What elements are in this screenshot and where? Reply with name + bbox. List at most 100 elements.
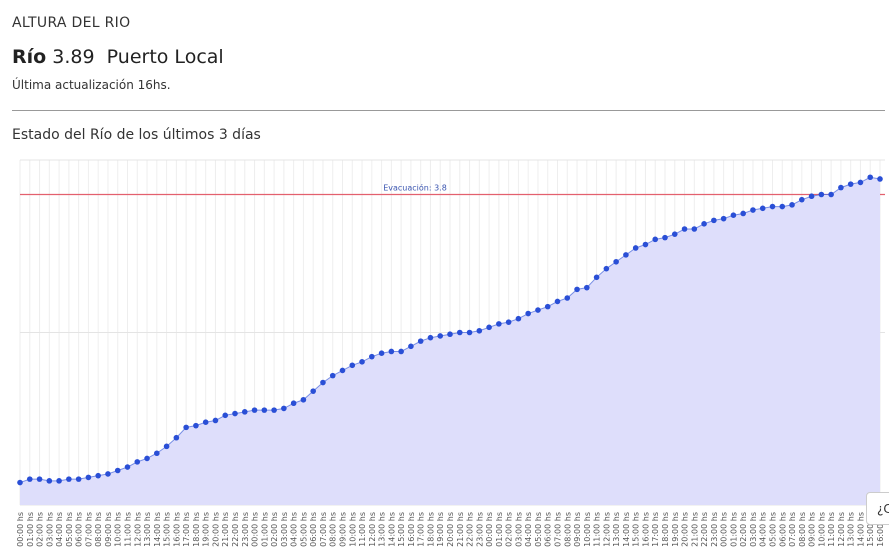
point xyxy=(466,329,473,336)
point xyxy=(105,471,111,477)
x-tick-label: 22:00 hs xyxy=(231,512,240,547)
x-tick-label: 13:00 hs xyxy=(847,512,856,547)
x-tick-label: 08:00 hs xyxy=(329,512,338,547)
point xyxy=(720,215,727,222)
point xyxy=(681,226,688,232)
point xyxy=(75,476,82,482)
point xyxy=(476,327,483,334)
x-tick-label: 15:00 hs xyxy=(163,512,172,547)
point xyxy=(652,236,659,243)
point xyxy=(427,334,434,341)
x-tick-label: 09:00 hs xyxy=(808,512,817,547)
help-button[interactable]: ¿C xyxy=(866,492,889,525)
x-tick-label: 04:00 hs xyxy=(759,512,768,547)
x-tick-label: 14:00 hs xyxy=(387,512,396,547)
x-tick-label: 18:00 hs xyxy=(426,512,435,547)
x-tick-label: 10:00 hs xyxy=(348,512,357,547)
point xyxy=(417,338,424,344)
x-tick-label: 19:00 hs xyxy=(436,512,445,547)
point xyxy=(828,191,834,198)
point xyxy=(124,464,131,470)
point xyxy=(202,419,209,426)
x-tick-label: 07:00 hs xyxy=(554,512,563,547)
point xyxy=(867,174,874,181)
x-tick-label: 21:00 hs xyxy=(690,512,699,547)
x-tick-label: 17:00 hs xyxy=(182,512,191,547)
x-tick-label: 06:00 hs xyxy=(778,512,787,547)
x-tick-label: 20:00 hs xyxy=(211,512,220,547)
point xyxy=(320,379,326,386)
point xyxy=(515,315,522,322)
point xyxy=(359,359,365,365)
x-tick-label: 19:00 hs xyxy=(671,512,680,547)
point xyxy=(877,176,883,182)
point xyxy=(329,372,336,379)
threshold-label: Evacuación: 3.8 xyxy=(383,183,447,193)
x-tick-label: 02:00 hs xyxy=(36,512,45,547)
x-tick-label: 23:00 hs xyxy=(710,512,719,547)
point xyxy=(642,241,649,248)
point xyxy=(290,400,297,407)
point xyxy=(437,333,444,339)
x-tick-label: 16:00 hs xyxy=(407,512,416,547)
x-tick-label: 21:00 hs xyxy=(456,512,465,547)
point xyxy=(271,407,277,413)
point xyxy=(300,396,307,403)
separator xyxy=(12,110,885,111)
point xyxy=(232,410,238,417)
point xyxy=(779,203,786,210)
chart-title: Estado del Río de los últimos 3 días xyxy=(12,127,261,143)
x-tick-label: 11:00 hs xyxy=(593,512,602,547)
x-tick-label: 05:00 hs xyxy=(65,512,74,547)
x-tick-label: 06:00 hs xyxy=(309,512,318,547)
point xyxy=(613,258,619,265)
point xyxy=(544,303,551,310)
x-tick-label: 01:00 hs xyxy=(260,512,269,547)
updated: Última actualización 16hs. xyxy=(12,78,171,92)
point xyxy=(447,331,453,338)
point xyxy=(212,417,219,424)
x-tick-label: 10:00 hs xyxy=(817,512,826,547)
point xyxy=(85,474,92,481)
x-tick-label: 09:00 hs xyxy=(104,512,113,547)
x-tick-label: 13:00 hs xyxy=(378,512,387,547)
point xyxy=(378,350,385,357)
point xyxy=(799,196,805,203)
x-tick-label: 16:00 hs xyxy=(172,512,181,547)
point xyxy=(281,405,287,412)
point xyxy=(173,434,180,441)
river-heading: Río 3.89 Puerto Local xyxy=(12,46,224,68)
point xyxy=(730,212,737,218)
x-tick-label: 06:00 hs xyxy=(75,512,84,547)
point xyxy=(56,478,62,484)
river-value: 3.89 xyxy=(52,46,95,68)
x-tick-label: 02:00 hs xyxy=(505,512,514,547)
point xyxy=(574,286,580,293)
point xyxy=(769,203,776,210)
x-tick-label: 22:00 hs xyxy=(466,512,475,547)
x-tick-label: 02:00 hs xyxy=(270,512,279,547)
x-tick-label: 04:00 hs xyxy=(290,512,299,547)
point xyxy=(838,184,844,191)
x-tick-label: 22:00 hs xyxy=(700,512,709,547)
point xyxy=(114,467,121,474)
point xyxy=(632,245,639,251)
x-tick-label: 08:00 hs xyxy=(798,512,807,547)
point xyxy=(261,407,268,413)
x-tick-label: 01:00 hs xyxy=(495,512,504,547)
x-tick-label: 12:00 hs xyxy=(368,512,377,547)
point xyxy=(759,205,766,212)
point xyxy=(154,450,160,457)
x-tick-label: 00:00 hs xyxy=(16,512,25,547)
point xyxy=(144,455,150,462)
x-tick-label: 01:00 hs xyxy=(26,512,35,547)
x-tick-label: 15:00 hs xyxy=(397,512,406,547)
point xyxy=(408,343,414,350)
point xyxy=(603,265,610,272)
point xyxy=(134,459,141,465)
point xyxy=(46,478,53,484)
x-tick-label: 18:00 hs xyxy=(661,512,670,547)
point xyxy=(505,319,512,325)
point xyxy=(66,476,72,482)
x-tick-label: 19:00 hs xyxy=(202,512,211,547)
